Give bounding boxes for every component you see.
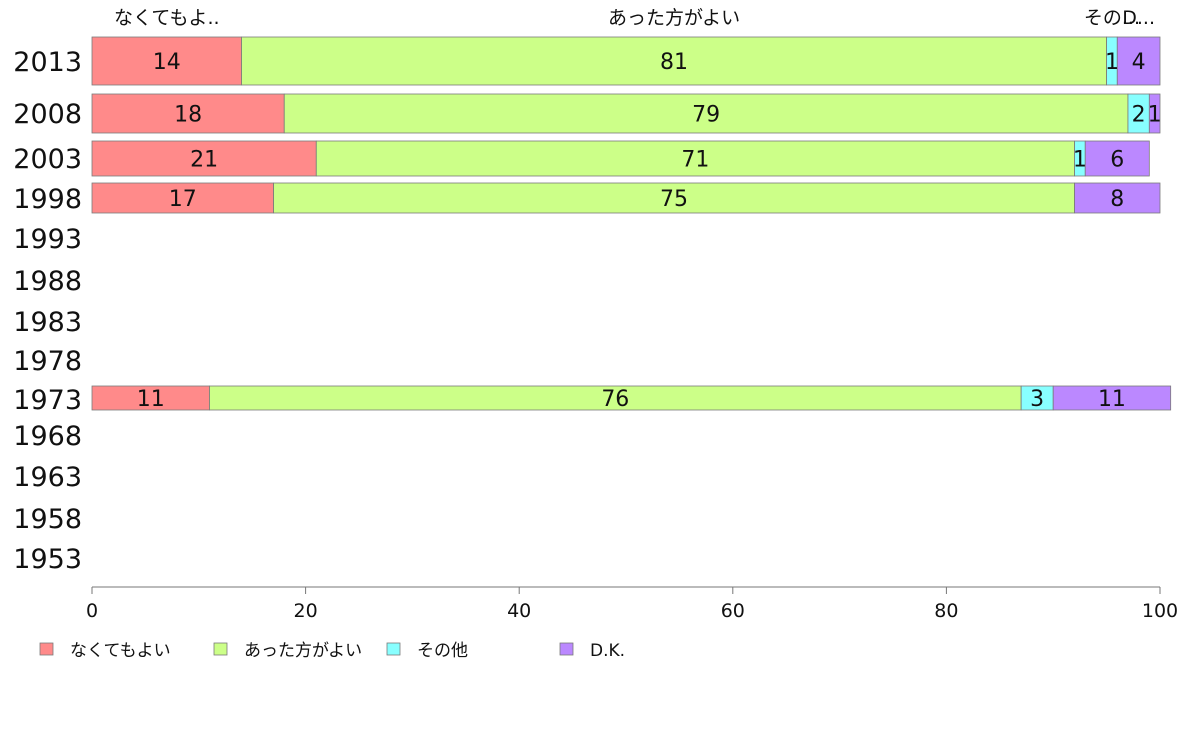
data-label: 6: [1110, 148, 1124, 173]
data-label: 1: [1105, 50, 1119, 75]
bar-segment: [1084, 140, 1150, 177]
top-series-label: D...: [1122, 7, 1155, 29]
data-label: 71: [681, 148, 709, 173]
x-tick-label: 40: [507, 600, 531, 622]
legend-label: その他: [417, 641, 468, 661]
top-series-label: なくてもよ..: [114, 7, 220, 29]
y-tick-label: 1953: [13, 544, 82, 575]
data-label: 21: [190, 148, 218, 173]
top-series-label: あった方がよい: [608, 7, 740, 29]
legend-swatch: [39, 642, 54, 656]
data-label: 11: [137, 387, 165, 412]
bar-segment: [209, 385, 1022, 411]
data-label: 79: [692, 103, 720, 128]
data-label: 3: [1030, 387, 1044, 412]
y-tick-label: 2008: [13, 99, 82, 130]
y-axis-labels: 2013 2008 2003 1998 1993 1988 1983 1978 1973 1968…: [13, 47, 82, 575]
y-tick-label: 2013: [13, 47, 82, 78]
data-label: 17: [169, 187, 197, 212]
bar-segment: [1020, 385, 1054, 411]
top-labels-layer: なくてもよ.. あった方がよい その...D...: [114, 7, 1155, 29]
y-tick-label: 1988: [13, 266, 82, 297]
x-tick-label: 0: [86, 600, 98, 622]
legend-swatch: [559, 642, 574, 656]
x-tick-label: 80: [934, 600, 958, 622]
bar-segment: [1148, 93, 1161, 134]
y-tick-label: 1973: [13, 385, 82, 416]
data-label: 18: [174, 103, 202, 128]
bars-layer: [91, 36, 1172, 411]
data-label: 1: [1148, 103, 1162, 128]
y-tick-label: 1968: [13, 421, 82, 452]
y-tick-label: 2003: [13, 144, 82, 175]
x-axis: 0 20 40 60 80 100: [86, 586, 1178, 622]
data-label: 4: [1132, 50, 1146, 75]
data-label: 11: [1098, 387, 1126, 412]
legend-label: あった方がよい: [244, 641, 362, 661]
bar-segment: [315, 140, 1075, 177]
bar-segment: [241, 36, 1108, 86]
data-label: 76: [601, 387, 629, 412]
bar-segment: [91, 36, 242, 86]
legend-swatch: [213, 642, 228, 656]
data-label: 8: [1110, 187, 1124, 212]
y-tick-label: 1978: [13, 346, 82, 377]
data-label: 75: [660, 187, 688, 212]
legend-swatch: [386, 642, 401, 656]
top-series-label: その...: [1084, 7, 1140, 29]
legend-label: D.K.: [590, 641, 625, 661]
x-tick-label: 20: [294, 600, 318, 622]
data-label: 1: [1073, 148, 1087, 173]
bar-segment: [91, 385, 210, 411]
bar-segment: [91, 140, 317, 177]
legend-label: なくてもよい: [70, 641, 171, 661]
bar-segment: [91, 182, 274, 214]
bar-segment: [1074, 182, 1161, 214]
y-tick-label: 1998: [13, 184, 82, 215]
x-tick-label: 60: [721, 600, 745, 622]
data-label: 14: [153, 50, 181, 75]
bar-segment: [283, 93, 1129, 134]
y-tick-label: 1958: [13, 504, 82, 535]
y-tick-label: 1963: [13, 462, 82, 493]
y-tick-label: 1983: [13, 307, 82, 338]
data-label: 81: [660, 50, 688, 75]
legend: なくてもよい あった方がよい その他 D.K.: [39, 641, 625, 661]
y-tick-label: 1993: [13, 224, 82, 255]
bar-segment: [1052, 385, 1172, 411]
bar-segment: [1116, 36, 1161, 86]
segment-labels-layer: 14 81 1 418 79 2 121 71 1 617 75 811 76 3 11: [137, 50, 1162, 412]
x-tick-label: 100: [1142, 600, 1178, 622]
data-label: 2: [1132, 103, 1146, 128]
